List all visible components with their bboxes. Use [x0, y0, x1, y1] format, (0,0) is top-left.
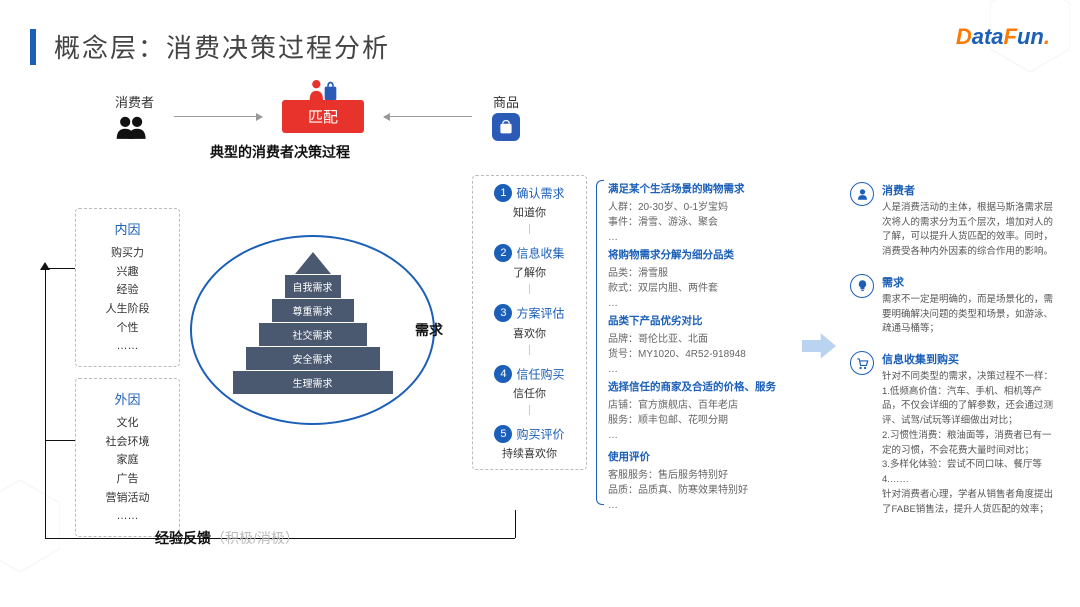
factor-item: 家庭: [90, 451, 165, 470]
step-detail: 满足某个生活场景的购物需求人群：20-30岁、0-1岁宝妈事件：滑雪、游泳、聚会…: [608, 182, 798, 245]
goods-icon: [492, 113, 520, 141]
decision-step: 4信任购买信任你: [479, 365, 580, 415]
decision-steps-box: 1确认需求知道你 2信息收集了解你 3方案评估喜欢你 4信任购买信任你 5购买评价持续喜…: [472, 175, 587, 470]
people-icon: [115, 113, 154, 141]
title-text: 概念层：消费决策过程分析: [54, 28, 390, 65]
outer-title: 外因: [90, 389, 165, 408]
inner-title: 内因: [90, 219, 165, 238]
factor-item: 广告: [90, 470, 165, 489]
arrow-left: [384, 116, 472, 117]
decision-step: 2信息收集了解你: [479, 244, 580, 294]
factor-item: 经验: [90, 281, 165, 300]
feedback-line: [515, 510, 516, 538]
right-item: 需求需求不一定是明确的，而是场景化的，需要明确解决问题的类型和场景，如游泳、疏通…: [850, 274, 1060, 337]
maslow-pyramid: 自我需求尊重需求社交需求安全需求生理需求: [225, 252, 400, 395]
factor-item: 个性: [90, 319, 165, 338]
pyramid-level: 安全需求: [246, 347, 380, 370]
logo: DataFun.: [956, 24, 1050, 50]
factor-item: ……: [90, 507, 165, 526]
factor-item: 社会环境: [90, 433, 165, 452]
decision-step: 1确认需求知道你: [479, 184, 580, 234]
factor-item: ……: [90, 337, 165, 356]
inner-factors-box: 内因 购买力兴趣经验人生阶段个性……: [75, 208, 180, 367]
feedback-label: 经验反馈（积极/消极）: [155, 528, 299, 548]
title-accent: [30, 29, 36, 65]
match-badge: 匹配: [282, 100, 364, 133]
factor-item: 购买力: [90, 244, 165, 263]
pyramid-level: 社交需求: [259, 323, 367, 346]
right-item: 信息收集到购买针对不同类型的需求，决策过程不一样：1.低频高价值：汽车、手机、相…: [850, 351, 1060, 517]
big-arrow-icon: [802, 332, 836, 360]
pyramid-level: 自我需求: [285, 275, 341, 298]
feedback-line: [45, 268, 46, 538]
factor-item: 文化: [90, 414, 165, 433]
decision-step: 3方案评估喜欢你: [479, 304, 580, 354]
top-row: 消费者 匹配 商品: [115, 92, 520, 141]
factor-item: 营销活动: [90, 489, 165, 508]
step-detail: 选择信任的商家及合适的价格、服务店铺：官方旗舰店、百年老店服务：顺丰包邮、花呗分…: [608, 380, 798, 443]
consumer-label: 消费者: [115, 92, 154, 111]
cart-icon: [850, 351, 874, 375]
detail-brace: [596, 180, 604, 505]
step-detail: 使用评价客服服务：售后服务特别好品质：品质真、防寒效果特别好…: [608, 450, 798, 513]
step-detail: 将购物需求分解为细分品类品类：滑雪服款式：双层内胆、两件套…: [608, 248, 798, 311]
need-label: 需求: [415, 320, 443, 340]
pyramid-level: 尊重需求: [272, 299, 354, 322]
right-column: 消费者人是消费活动的主体，根据马斯洛需求层次将人的需求分为五个层次，增加对人的了…: [850, 182, 1060, 531]
user-icon: [850, 182, 874, 206]
decision-step: 5购买评价持续喜欢你: [479, 425, 580, 461]
goods-label: 商品: [492, 92, 520, 111]
factor-item: 兴趣: [90, 263, 165, 282]
connector: [45, 440, 75, 441]
factor-item: 人生阶段: [90, 300, 165, 319]
connector: [45, 268, 75, 269]
pyramid-level: 生理需求: [233, 371, 393, 394]
step-detail: 品类下产品优劣对比品牌：哥伦比亚、北面货号：MY1020、4R52-918948…: [608, 314, 798, 377]
arrow-right: [174, 116, 262, 117]
bulb-icon: [850, 274, 874, 298]
outer-factors-box: 外因 文化社会环境家庭广告营销活动……: [75, 378, 180, 537]
right-item: 消费者人是消费活动的主体，根据马斯洛需求层次将人的需求分为五个层次，增加对人的了…: [850, 182, 1060, 260]
page-title: 概念层：消费决策过程分析: [30, 28, 390, 65]
process-subtitle: 典型的消费者决策过程: [210, 142, 350, 162]
